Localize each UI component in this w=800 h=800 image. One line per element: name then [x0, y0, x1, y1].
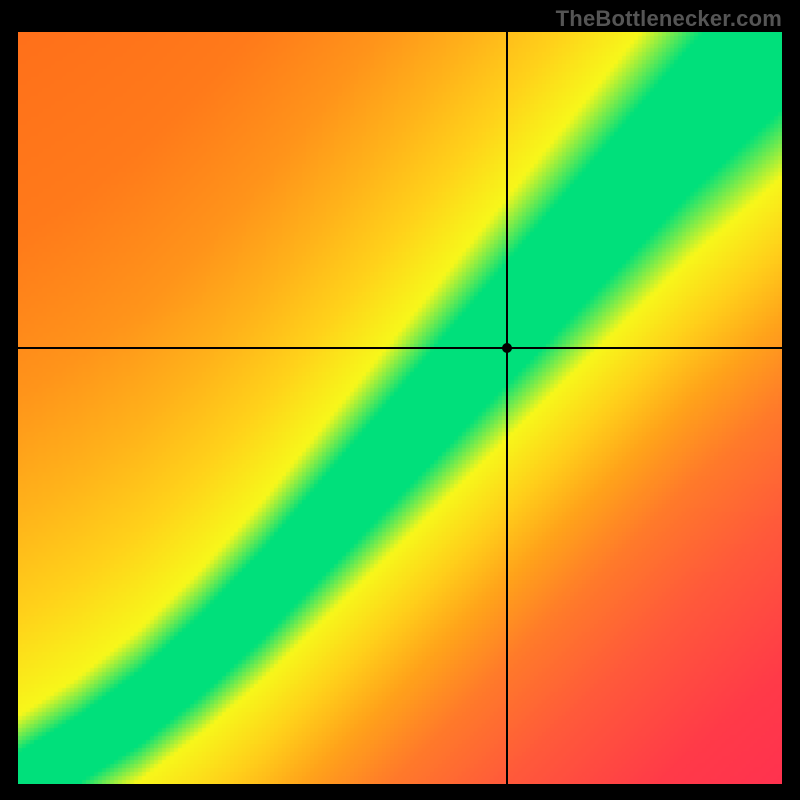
crosshair-horizontal: [18, 347, 782, 349]
crosshair-vertical: [506, 32, 508, 784]
bottleneck-heatmap: [18, 32, 782, 784]
crosshair-dot: [502, 343, 512, 353]
watermark-text: TheBottlenecker.com: [556, 6, 782, 32]
figure-root: TheBottlenecker.com: [0, 0, 800, 800]
